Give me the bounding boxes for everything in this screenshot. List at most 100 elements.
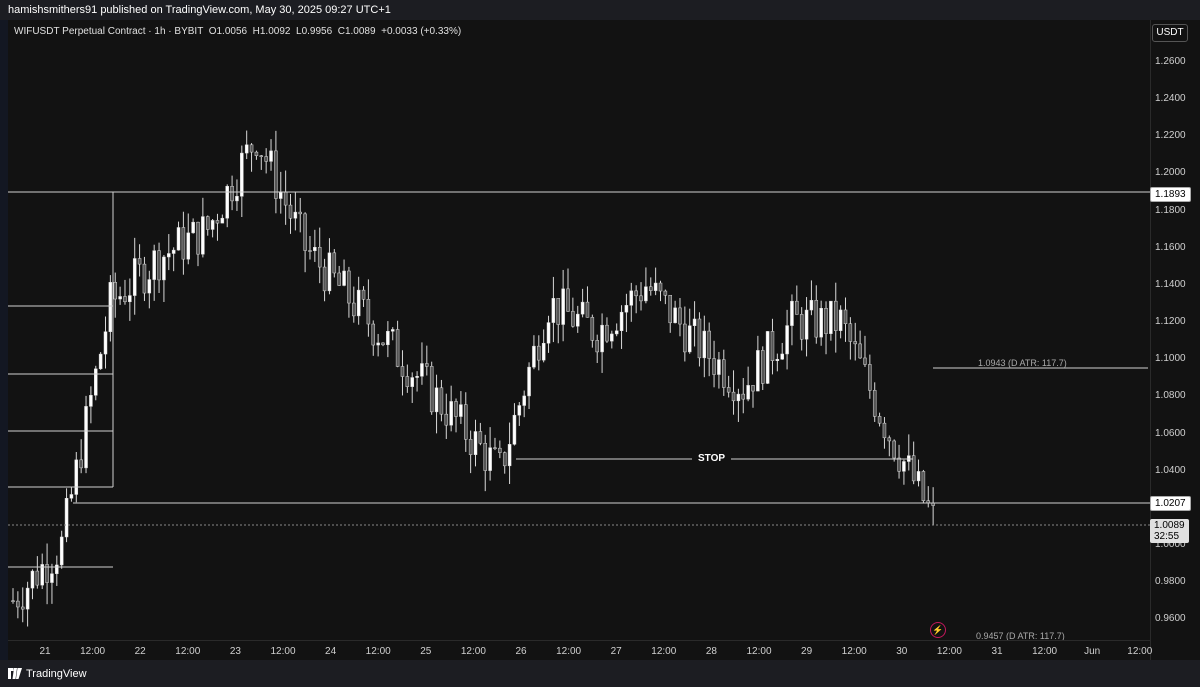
bullish-candle — [171, 249, 176, 254]
time-tick: 12:00 — [270, 646, 296, 657]
chart-area[interactable]: WIFUSDT Perpetual Contract · 1h · BYBIT … — [8, 20, 1150, 660]
bearish-candle — [760, 350, 765, 384]
bearish-candle — [697, 318, 702, 359]
bullish-candle — [575, 313, 580, 327]
currency-button[interactable]: USDT — [1152, 24, 1188, 42]
bar-countdown: 32:55 — [1154, 531, 1180, 542]
bullish-candle — [244, 144, 249, 154]
bullish-candle — [449, 401, 453, 426]
bullish-candle — [687, 325, 692, 353]
time-tick: 12:00 — [651, 646, 677, 657]
bearish-candle — [731, 391, 736, 402]
bearish-candle — [892, 440, 896, 459]
bullish-candle — [459, 404, 463, 417]
ohlc-close: C1.0089 — [337, 26, 376, 37]
bullish-candle — [128, 295, 132, 303]
bearish-candle — [45, 564, 49, 583]
bullish-candle — [50, 573, 54, 583]
price-tick: 1.2400 — [1155, 93, 1186, 105]
bearish-candle — [649, 286, 653, 291]
time-tick: 26 — [515, 646, 527, 657]
bearish-candle — [799, 314, 804, 340]
bearish-candle — [726, 387, 731, 393]
bearish-candle — [639, 295, 643, 302]
bullish-candle — [25, 587, 30, 610]
candlestick-chart[interactable] — [8, 20, 1150, 660]
bullish-candle — [118, 296, 122, 300]
bullish-candle — [132, 258, 137, 296]
bearish-candle — [157, 250, 161, 281]
bullish-candle — [517, 405, 522, 416]
time-tick: 12:00 — [460, 646, 486, 657]
bearish-candle — [502, 452, 507, 467]
bullish-candle — [916, 471, 921, 482]
bullish-candle — [838, 309, 843, 331]
bearish-candle — [439, 387, 444, 415]
bullish-candle — [356, 289, 361, 317]
bearish-candle — [683, 323, 687, 353]
price-axis[interactable] — [1150, 20, 1200, 660]
time-tick: 24 — [325, 646, 337, 657]
time-axis[interactable] — [8, 640, 1150, 661]
bearish-candle — [834, 300, 838, 331]
time-tick: 21 — [39, 646, 51, 657]
bullish-candle — [235, 196, 239, 202]
bullish-candle — [220, 217, 225, 224]
bearish-candle — [215, 220, 220, 224]
bullish-candle — [785, 325, 789, 355]
bearish-candle — [444, 413, 449, 426]
bullish-candle — [84, 406, 88, 469]
bullish-candle — [756, 350, 760, 392]
bullish-candle — [420, 363, 424, 377]
bearish-candle — [887, 437, 892, 442]
time-tick: 30 — [896, 646, 908, 657]
bearish-candle — [303, 213, 307, 251]
bearish-candle — [824, 308, 828, 334]
bearish-candle — [707, 330, 711, 359]
bearish-candle — [205, 216, 210, 230]
time-tick: 12:00 — [841, 646, 867, 657]
ohlc-low: L0.9956 — [296, 26, 333, 37]
footer-bar: TradingView — [0, 660, 1200, 687]
bullish-candle — [775, 358, 780, 361]
bearish-candle — [308, 250, 312, 252]
bullish-candle — [64, 498, 69, 538]
bearish-candle — [882, 422, 887, 439]
price-tick: 1.0000 — [1155, 538, 1186, 550]
bearish-candle — [11, 600, 15, 602]
bullish-candle — [390, 329, 395, 332]
bullish-candle — [527, 366, 531, 397]
bearish-candle — [678, 307, 682, 325]
bearish-candle — [35, 570, 40, 586]
bullish-candle — [55, 564, 59, 574]
bullish-candle — [614, 330, 619, 335]
bullish-candle — [673, 307, 677, 324]
bearish-candle — [853, 341, 857, 345]
bullish-candle — [746, 385, 750, 400]
last-price-tag: 1.0089 32:55 — [1150, 519, 1189, 543]
bearish-candle — [464, 404, 468, 440]
bullish-candle — [610, 333, 614, 342]
time-tick: 31 — [991, 646, 1003, 657]
bearish-candle — [352, 302, 356, 317]
bullish-candle — [717, 359, 721, 375]
price-tick: 1.2200 — [1155, 130, 1186, 142]
bearish-candle — [921, 471, 926, 501]
bearish-candle — [751, 385, 755, 392]
bearish-candle — [347, 270, 351, 304]
bearish-candle — [722, 359, 726, 388]
bearish-candle — [872, 390, 877, 417]
bullish-candle — [210, 220, 215, 230]
bullish-candle — [342, 270, 346, 286]
flash-icon[interactable]: ⚡ — [930, 622, 946, 638]
time-tick: 12:00 — [936, 646, 962, 657]
bullish-candle — [162, 256, 166, 281]
time-tick: 29 — [801, 646, 813, 657]
time-tick: 28 — [705, 646, 717, 657]
time-tick: 25 — [420, 646, 432, 657]
bearish-candle — [634, 290, 638, 297]
bearish-candle — [181, 227, 186, 260]
price-tick: 0.9600 — [1155, 613, 1186, 625]
bearish-candle — [566, 288, 570, 312]
price-tick: 1.1600 — [1155, 241, 1186, 253]
